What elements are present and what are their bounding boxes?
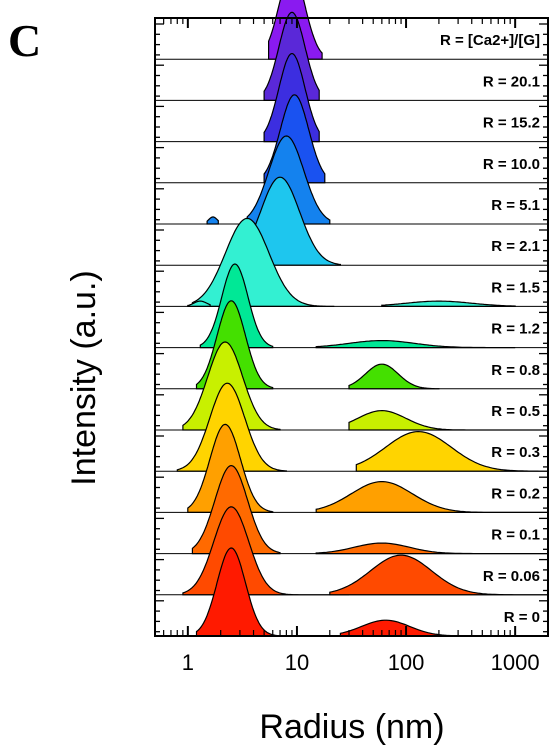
- ridge-peak-8-2: [381, 300, 516, 307]
- ridge-peak-7-1: [315, 340, 516, 349]
- ridge-label-6: R = 0.8: [491, 362, 540, 379]
- ridge-peak-10-1: [206, 216, 219, 225]
- ridge-peak-4-0: [176, 382, 287, 472]
- ridge-label-1: R = 0.06: [483, 568, 540, 585]
- ridge-label-5: R = 0.5: [491, 403, 540, 420]
- ridge-series-group: R = [Ca2+]/[G] R = 20.1 R = 15.2 R = 10.0 R …: [155, 0, 548, 637]
- ridge-label-2: R = 0.1: [491, 527, 540, 544]
- x-tick-label: 1000: [491, 650, 540, 675]
- ridge-label-11: R = 10.0: [483, 156, 540, 173]
- ridge-r-20-1: R = 20.1: [155, 11, 548, 101]
- ridge-label-3: R = 0.2: [491, 485, 540, 502]
- x-tick-label: 100: [388, 650, 425, 675]
- ridge-label-9: R = 2.1: [491, 238, 540, 255]
- panel-letter: C: [8, 15, 41, 66]
- ridge-label-14: R = [Ca2+]/[G]: [440, 32, 540, 49]
- ridge-label-13: R = 20.1: [483, 73, 540, 90]
- ridge-r-10-0: R = 10.0: [155, 94, 548, 184]
- ridge-label-0: R = 0: [504, 609, 540, 626]
- ridge-label-12: R = 15.2: [483, 115, 540, 132]
- ridge-peak-2-1: [315, 542, 548, 555]
- plot-frame: 1 10 100 1000: [154, 17, 549, 675]
- ridge-r-15-2: R = 15.2: [155, 53, 548, 143]
- x-tick-label: 1: [182, 650, 194, 675]
- x-tick-label: 10: [285, 650, 309, 675]
- ridge-label-4: R = 0.3: [491, 444, 540, 461]
- ridge-label-7: R = 1.2: [491, 321, 540, 338]
- ridge-label-10: R = 5.1: [491, 197, 540, 214]
- y-axis-title: Intensity (a.u.): [65, 270, 103, 485]
- x-axis-title: Radius (nm): [259, 708, 444, 746]
- ridge-peak-8-1: [187, 300, 211, 307]
- ridge-peak-6-1: [348, 363, 440, 390]
- plot-border: [154, 17, 549, 637]
- ridge-label-8: R = 1.5: [491, 279, 540, 296]
- ridge-r-5-1: R = 5.1: [155, 135, 548, 225]
- ridge-r-ca2-g-: R = [Ca2+]/[G]: [155, 0, 548, 60]
- ridge-r-1-5: R = 1.5: [155, 217, 548, 307]
